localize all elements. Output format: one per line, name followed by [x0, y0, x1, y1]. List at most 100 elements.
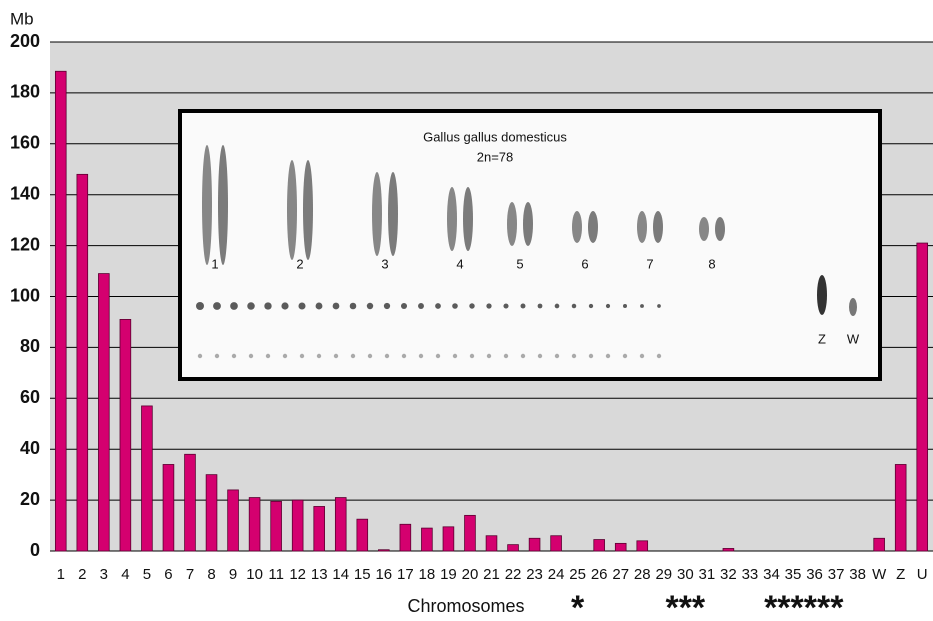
bar: [270, 500, 282, 552]
micro-chromosome: [605, 303, 611, 309]
x-tick-label: 18: [419, 566, 436, 583]
bar: [54, 70, 67, 552]
y-tick-label: 100: [10, 285, 40, 305]
micro-chromosome: [418, 353, 424, 359]
bar: [916, 242, 929, 552]
micro-chromosome: [418, 303, 424, 309]
micro-chromosome: [588, 303, 594, 309]
inset-label: W: [847, 331, 860, 346]
micro-chromosome: [384, 353, 390, 359]
micro-chromosome: [231, 353, 237, 359]
y-tick-label: 160: [10, 133, 40, 153]
x-tick-label: 25: [569, 566, 586, 583]
micro-chromosome: [281, 302, 289, 310]
micro-chromosome: [332, 302, 340, 310]
micro-chromosome: [400, 302, 408, 310]
micro-chromosome: [282, 353, 288, 359]
y-tick-label: 0: [30, 540, 40, 560]
inset-label: 8: [708, 256, 715, 271]
micro-chromosome: [316, 353, 322, 359]
micro-chromosome: [349, 302, 357, 310]
x-tick-label: 6: [164, 566, 172, 583]
inset-subtitle: 2n=78: [477, 149, 514, 164]
inset-label: 3: [381, 256, 388, 271]
inset-title: Gallus gallus domesticus: [423, 129, 567, 144]
x-tick-label: 21: [483, 566, 500, 583]
x-tick-label: 37: [828, 566, 845, 583]
chromosome: [447, 187, 457, 251]
micro-chromosome: [520, 353, 526, 359]
micro-chromosome: [247, 302, 255, 310]
bar: [313, 506, 325, 552]
micro-chromosome: [264, 302, 272, 310]
micro-chromosome: [656, 353, 662, 359]
x-tick-label: Z: [896, 566, 905, 583]
x-tick-label: 9: [229, 566, 237, 583]
micro-chromosome: [366, 302, 374, 310]
y-tick-label: 80: [20, 336, 40, 356]
micro-chromosome: [435, 353, 441, 359]
x-tick-label: 4: [121, 566, 129, 583]
micro-chromosome: [214, 353, 220, 359]
y-tick-label: 20: [20, 489, 40, 509]
bar: [205, 474, 218, 552]
bar: [722, 548, 735, 552]
x-tick-label: 23: [526, 566, 543, 583]
micro-chromosome: [350, 353, 356, 359]
micro-chromosome: [537, 353, 543, 359]
micro-chromosome: [230, 302, 238, 310]
bar: [98, 273, 110, 552]
x-tick-label: 5: [143, 566, 151, 583]
bar: [593, 539, 605, 552]
micro-chromosome: [537, 303, 543, 309]
x-tick-label: 15: [354, 566, 371, 583]
bar: [162, 464, 175, 552]
x-tick-label: U: [917, 566, 928, 583]
micro-chromosome: [554, 353, 560, 359]
bar: [464, 514, 476, 552]
inset-label: 4: [456, 256, 463, 271]
micro-chromosome: [623, 304, 627, 308]
micro-chromosome: [571, 303, 577, 309]
micro-chromosome: [622, 353, 628, 359]
chromosome: [523, 202, 533, 246]
y-tick-label: 140: [10, 183, 40, 203]
x-tick-label: 36: [806, 566, 823, 583]
micro-chromosome: [298, 302, 306, 310]
y-axis-label: Mb: [10, 9, 34, 28]
x-tick-label: 32: [720, 566, 737, 583]
x-tick-label: 29: [655, 566, 672, 583]
chromosome: [588, 211, 598, 243]
x-tick-label: 31: [699, 566, 716, 583]
x-tick-label: 30: [677, 566, 694, 583]
inset-label: 6: [581, 256, 588, 271]
bar: [378, 549, 390, 552]
bar: [334, 497, 347, 552]
chromosome: [463, 187, 473, 251]
bar: [421, 527, 433, 552]
chromosome: [388, 172, 398, 256]
annotation: ******: [764, 589, 844, 621]
micro-chromosome: [605, 353, 611, 359]
micro-chromosome: [503, 303, 509, 309]
chromosome: [817, 275, 827, 315]
micro-chromosome: [435, 303, 441, 309]
inset-frame: [178, 109, 882, 381]
bar: [141, 405, 153, 552]
bar: [184, 453, 196, 552]
micro-chromosome: [657, 304, 661, 308]
x-tick-label: 33: [742, 566, 759, 583]
bar: [507, 544, 519, 552]
bar: [528, 537, 541, 552]
chromosome: [287, 160, 297, 260]
chromosome: [218, 145, 228, 265]
y-tick-label: 180: [10, 82, 40, 102]
bar: [119, 319, 132, 552]
micro-chromosome: [486, 303, 492, 309]
x-tick-label: 38: [849, 566, 866, 583]
micro-chromosome: [401, 353, 407, 359]
x-tick-label: 2: [78, 566, 86, 583]
chromosome: [303, 160, 313, 260]
micro-chromosome: [383, 302, 391, 310]
x-tick-label: 35: [785, 566, 802, 583]
